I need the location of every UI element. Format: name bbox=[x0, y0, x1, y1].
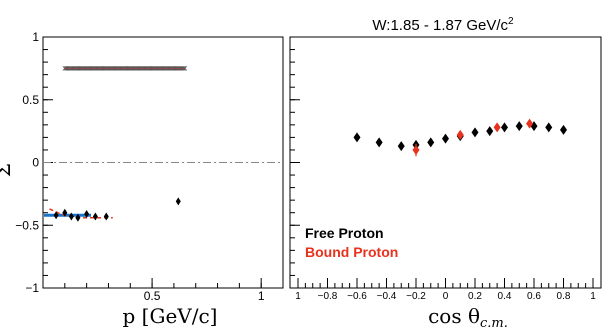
free-proton-point bbox=[442, 133, 449, 144]
bound-proton-point bbox=[412, 144, 420, 155]
legend-free-proton: Free Proton bbox=[305, 225, 384, 241]
legend: Free Proton Bound Proton bbox=[305, 225, 398, 260]
right-x-tick-label: 0.8 bbox=[557, 291, 571, 302]
left-marks bbox=[43, 66, 283, 222]
left-y-tick-label: 0.5 bbox=[22, 93, 39, 107]
right-ticks: 1 −0.8 −0.6 −0.4 −0.2 0 0.2 0.4 0.6 0.8 1 bbox=[290, 36, 596, 302]
left-data-point bbox=[75, 213, 81, 222]
free-proton-point bbox=[471, 127, 479, 138]
left-y-tick-label: −1 bbox=[25, 281, 39, 295]
right-x-tick-label: 0.4 bbox=[498, 291, 512, 302]
right-x-tick-label: −0.2 bbox=[406, 291, 426, 302]
left-data-point bbox=[53, 211, 59, 220]
legend-bound-proton: Bound Proton bbox=[305, 244, 398, 260]
free-proton-point bbox=[375, 137, 383, 148]
free-proton-point bbox=[486, 126, 494, 137]
free-proton-point bbox=[427, 137, 435, 148]
right-x-axis-title: cos θc.m. bbox=[428, 304, 508, 329]
left-y-axis-title: Σ bbox=[0, 163, 15, 177]
bound-proton-point bbox=[456, 129, 464, 140]
left-panel: 1 0.5 0 −0.5 −1 0.5 1 Σ p [GeV/c] bbox=[0, 30, 284, 328]
title-superscript: 2 bbox=[508, 16, 514, 27]
left-x-axis-title: p [GeV/c] bbox=[123, 304, 218, 328]
bound-proton-point bbox=[526, 118, 534, 129]
bound-proton-point bbox=[493, 122, 501, 133]
left-x-tick-label: 1 bbox=[258, 289, 265, 303]
left-data-point bbox=[175, 197, 181, 206]
left-data-point bbox=[103, 212, 109, 221]
right-x-tick-label: −0.8 bbox=[318, 291, 338, 302]
left-data-point bbox=[84, 209, 90, 218]
free-proton-point bbox=[515, 121, 523, 132]
right-x-tick-label: 0 bbox=[443, 291, 449, 302]
free-proton-point bbox=[397, 141, 405, 152]
free-proton-point bbox=[501, 122, 508, 133]
right-x-tick-label: 0.2 bbox=[468, 291, 482, 302]
right-x-tick-label: 0.6 bbox=[527, 291, 541, 302]
left-y-tick-label: −0.5 bbox=[15, 218, 39, 232]
left-data-point bbox=[62, 208, 68, 217]
right-panel: W:1.85 - 1.87 GeV/c2 1 −0.8 −0.6 −0.4 −0.2 0 0… bbox=[289, 16, 602, 329]
free-proton-point bbox=[353, 132, 361, 143]
left-ticks: 1 0.5 0 −0.5 −1 0.5 1 bbox=[15, 30, 265, 303]
free-proton-point bbox=[545, 122, 553, 133]
left-y-tick-label: 0 bbox=[32, 156, 39, 170]
right-x-tick-label: −0.4 bbox=[377, 291, 397, 302]
red-fit-curve bbox=[49, 208, 113, 219]
left-y-tick-label: 1 bbox=[32, 30, 39, 44]
left-data-point bbox=[68, 212, 74, 221]
right-chart-title: W:1.85 - 1.87 GeV/c2 bbox=[372, 16, 514, 34]
free-proton-point bbox=[560, 124, 567, 135]
right-x-tick-label: −0.6 bbox=[347, 291, 367, 302]
right-x-tick-label: 1 bbox=[590, 291, 596, 302]
right-x-tick-label: 1 bbox=[295, 291, 301, 302]
left-x-tick-label: 0.5 bbox=[144, 289, 161, 303]
right-marks bbox=[353, 118, 567, 157]
left-data-point bbox=[92, 212, 98, 221]
